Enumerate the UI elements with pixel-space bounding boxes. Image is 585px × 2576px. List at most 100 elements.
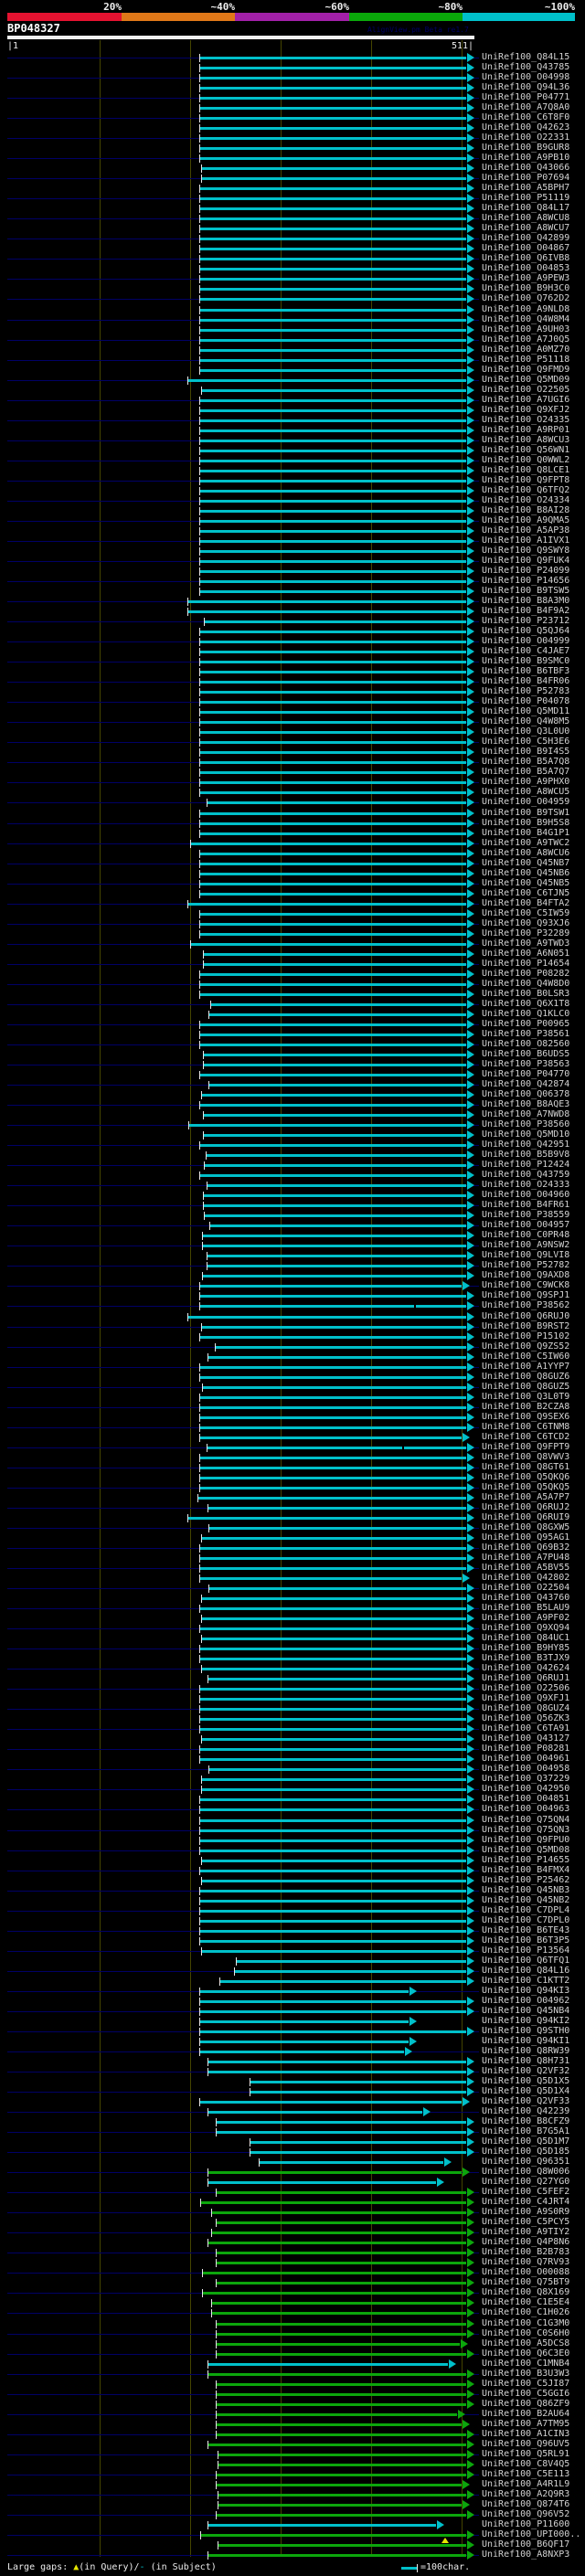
hit-bar[interactable] — [199, 127, 466, 130]
hit-bar[interactable] — [199, 329, 466, 332]
hit-label[interactable]: UniRef100_Q9SWY8 — [482, 546, 570, 556]
hit-bar[interactable] — [216, 2433, 466, 2436]
hit-bar[interactable] — [188, 1124, 466, 1127]
hit-bar[interactable] — [199, 1416, 466, 1419]
hit-bar[interactable] — [197, 1497, 466, 1500]
hit-label[interactable]: UniRef100_B5B9V8 — [482, 1150, 570, 1160]
hit-label[interactable]: UniRef100_Q75QN3 — [482, 1825, 570, 1835]
hit-bar[interactable] — [199, 1426, 466, 1429]
hit-bar[interactable] — [203, 1064, 466, 1066]
hit-label[interactable]: UniRef100_A8WCU7 — [482, 223, 570, 233]
hit-bar[interactable] — [199, 1285, 462, 1288]
hit-label[interactable]: UniRef100_P04770 — [482, 1069, 570, 1079]
hit-label[interactable]: UniRef100_Q43785 — [482, 62, 570, 72]
hit-bar[interactable] — [187, 379, 466, 382]
hit-label[interactable]: UniRef100_Q93XJ6 — [482, 918, 570, 928]
hit-bar[interactable] — [208, 1084, 466, 1087]
hit-label[interactable]: UniRef100_Q5D1X5 — [482, 2076, 570, 2086]
hit-label[interactable]: UniRef100_Q5MD09 — [482, 375, 570, 385]
hit-bar[interactable] — [201, 1778, 466, 1781]
hit-bar[interactable] — [216, 2353, 466, 2356]
hit-bar[interactable] — [199, 288, 466, 291]
hit-label[interactable]: UniRef100_B2CZA8 — [482, 1402, 570, 1412]
hit-bar[interactable] — [199, 711, 466, 714]
hit-label[interactable]: UniRef100_A9TIY2 — [482, 2227, 570, 2237]
hit-bar[interactable] — [218, 2494, 466, 2496]
hit-label[interactable]: UniRef100_Q3L0T9 — [482, 1392, 570, 1402]
hit-bar[interactable] — [202, 1235, 466, 1237]
hit-bar[interactable] — [199, 631, 466, 633]
hit-label[interactable]: UniRef100_A9PB10 — [482, 153, 570, 163]
hit-label[interactable]: UniRef100_P08281 — [482, 1744, 570, 1754]
hit-bar[interactable] — [207, 2443, 466, 2446]
hit-label[interactable]: UniRef100_Q42950 — [482, 1784, 570, 1794]
hit-label[interactable]: UniRef100_Q84L16 — [482, 1966, 570, 1976]
hit-bar[interactable] — [207, 1447, 466, 1449]
hit-bar[interactable] — [199, 1870, 466, 1872]
hit-label[interactable]: UniRef100_C5IW59 — [482, 908, 570, 918]
hit-label[interactable]: UniRef100_O04998 — [482, 72, 570, 82]
hit-label[interactable]: UniRef100_Q8RW39 — [482, 2046, 570, 2056]
hit-label[interactable]: UniRef100_Q06378 — [482, 1089, 570, 1099]
hit-label[interactable]: UniRef100_C1E5E4 — [482, 2297, 570, 2307]
hit-bar[interactable] — [199, 1023, 466, 1026]
hit-label[interactable]: UniRef100_Q45NB6 — [482, 868, 570, 878]
hit-bar[interactable] — [199, 87, 466, 90]
hit-label[interactable]: UniRef100_Q7RV93 — [482, 2257, 570, 2267]
hit-bar[interactable] — [216, 2514, 466, 2517]
hit-bar[interactable] — [250, 2141, 466, 2144]
hit-bar[interactable] — [207, 2373, 466, 2376]
hit-bar[interactable] — [216, 2423, 462, 2426]
hit-bar[interactable] — [199, 1758, 466, 1761]
hit-bar[interactable] — [201, 167, 466, 170]
hit-label[interactable]: UniRef100_Q6TFQ2 — [482, 485, 570, 495]
hit-bar[interactable] — [215, 1346, 466, 1349]
hit-label[interactable]: UniRef100_Q84L17 — [482, 203, 570, 213]
hit-bar[interactable] — [250, 2091, 466, 2094]
hit-label[interactable]: UniRef100_Q6RUI9 — [482, 1512, 570, 1522]
hit-label[interactable]: UniRef100_Q9XFJ2 — [482, 405, 570, 415]
hit-label[interactable]: UniRef100_Q5MD11 — [482, 706, 570, 716]
hit-bar[interactable] — [187, 600, 466, 603]
hit-bar[interactable] — [187, 1316, 466, 1319]
hit-bar[interactable] — [201, 1950, 466, 1953]
hit-label[interactable]: UniRef100_Q8H731 — [482, 2056, 570, 2066]
hit-label[interactable]: UniRef100_B3U3W3 — [482, 2369, 570, 2379]
hit-bar[interactable] — [200, 2534, 466, 2537]
hit-label[interactable]: UniRef100_C6TNM8 — [482, 1422, 570, 1432]
hit-label[interactable]: UniRef100_Q42874 — [482, 1079, 570, 1089]
hit-bar[interactable] — [199, 480, 466, 482]
hit-label[interactable]: UniRef100_P51118 — [482, 355, 570, 365]
hit-label[interactable]: UniRef100_A1CIN3 — [482, 2429, 570, 2439]
hit-bar[interactable] — [199, 1295, 466, 1298]
hit-bar[interactable] — [187, 610, 466, 613]
hit-label[interactable]: UniRef100_A6N051 — [482, 949, 570, 959]
hit-label[interactable]: UniRef100_O04961 — [482, 1754, 570, 1764]
hit-bar[interactable] — [202, 2272, 466, 2274]
hit-label[interactable]: UniRef100_Q94KI2 — [482, 2016, 570, 2026]
hit-bar[interactable] — [202, 1275, 466, 1277]
hit-label[interactable]: UniRef100_P23712 — [482, 616, 570, 626]
hit-bar[interactable] — [207, 1678, 466, 1680]
hit-label[interactable]: UniRef100_A4R1L9 — [482, 2479, 570, 2489]
hit-bar[interactable] — [203, 1134, 466, 1137]
hit-bar[interactable] — [199, 1034, 466, 1036]
hit-label[interactable]: UniRef100_A9QMA5 — [482, 515, 570, 525]
hit-bar[interactable] — [199, 409, 466, 412]
hit-label[interactable]: UniRef100_C1G3M0 — [482, 2318, 570, 2328]
hit-bar[interactable] — [199, 207, 466, 210]
hit-label[interactable]: UniRef100_O04867 — [482, 243, 570, 253]
hit-bar[interactable] — [199, 1688, 466, 1691]
hit-bar[interactable] — [216, 2413, 457, 2416]
hit-label[interactable]: UniRef100_A8WCU3 — [482, 435, 570, 445]
hit-label[interactable]: UniRef100_O22505 — [482, 385, 570, 395]
hit-bar[interactable] — [199, 781, 466, 784]
hit-bar[interactable] — [199, 520, 466, 523]
hit-label[interactable]: UniRef100_Q5D1X4 — [482, 2086, 570, 2096]
hit-label[interactable]: UniRef100_B9H3C0 — [482, 283, 570, 293]
hit-label[interactable]: UniRef100_P32289 — [482, 928, 570, 938]
hit-bar[interactable] — [199, 530, 466, 533]
hit-bar[interactable] — [199, 751, 466, 754]
hit-label[interactable]: UniRef100_O04958 — [482, 1764, 570, 1774]
hit-bar[interactable] — [203, 1114, 466, 1117]
